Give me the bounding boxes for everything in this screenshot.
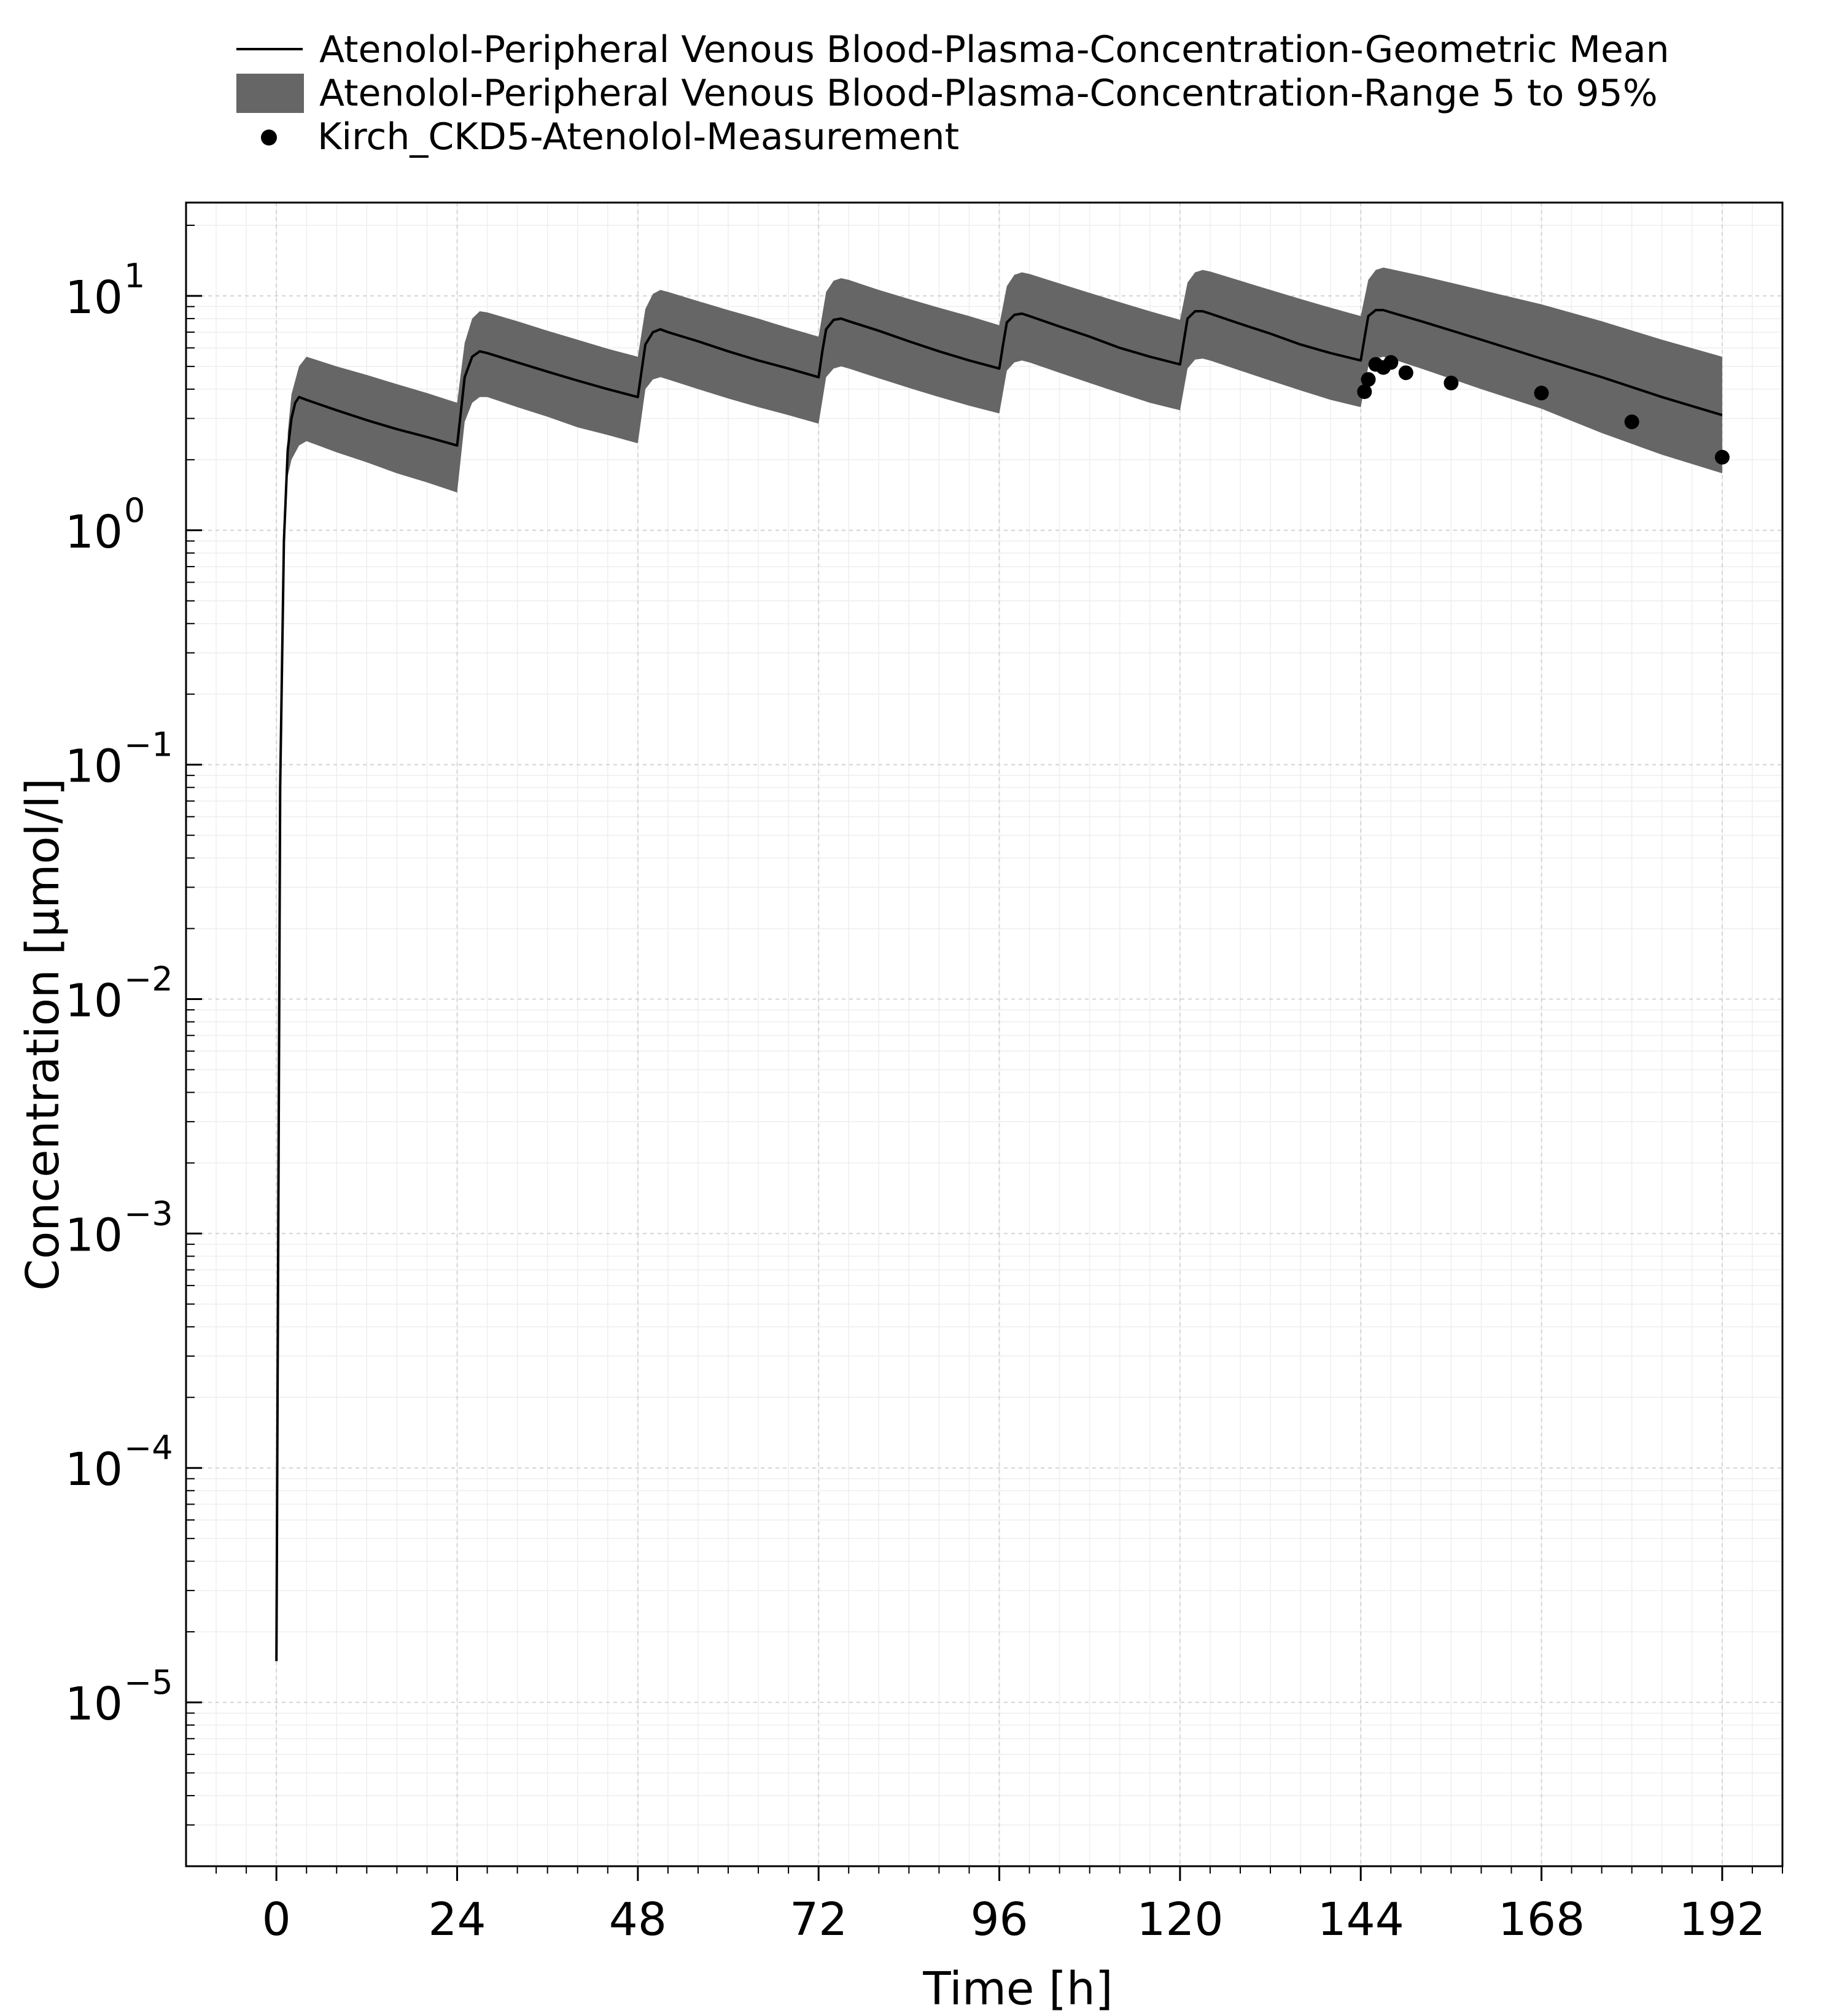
y-axis-label: Concentration [µmol/l] [17, 778, 69, 1290]
x-axis-label: Time [h] [922, 1963, 1113, 2015]
x-tick-label: 72 [790, 1893, 847, 1946]
x-tick-label: 168 [1498, 1893, 1585, 1946]
y-tick-exponent: −5 [124, 1663, 173, 1702]
measurement-point [1383, 355, 1399, 370]
y-tick-label: 10 [65, 740, 123, 793]
legend-label-range: Atenolol-Peripheral Venous Blood-Plasma-… [319, 72, 1658, 115]
legend-dot-swatch [261, 130, 277, 145]
y-tick-label: 10 [65, 1443, 123, 1496]
measurement-point [1534, 386, 1549, 401]
legend-label-mean: Atenolol-Peripheral Venous Blood-Plasma-… [319, 28, 1669, 71]
y-tick-exponent: 1 [124, 257, 145, 295]
measurement-point [1361, 372, 1376, 387]
y-tick-exponent: −4 [124, 1429, 173, 1467]
legend: Atenolol-Peripheral Venous Blood-Plasma-… [236, 28, 1669, 158]
x-tick-label: 192 [1679, 1893, 1765, 1946]
y-tick-exponent: −2 [124, 960, 173, 999]
major-grid [186, 203, 1782, 1866]
y-tick-label: 10 [65, 1209, 123, 1262]
y-tick-exponent: −3 [124, 1194, 173, 1233]
mean-line-path [275, 309, 1723, 1661]
plot-frame [185, 201, 1784, 1867]
x-tick-label: 120 [1137, 1893, 1223, 1946]
measurement-point [1357, 384, 1372, 400]
x-tick-label: 0 [262, 1893, 291, 1946]
legend-label-measurement: Kirch_CKD5-Atenolol-Measurement [317, 115, 959, 158]
y-tick-label: 10 [65, 271, 123, 324]
y-tick-exponent: 0 [124, 491, 145, 530]
x-tick-label: 48 [609, 1893, 667, 1946]
measurement-point [1624, 414, 1639, 430]
legend-band-swatch [236, 74, 304, 113]
range-band-area [287, 267, 1722, 493]
x-tick-label: 96 [970, 1893, 1028, 1946]
y-tick-label: 10 [65, 506, 123, 559]
y-tick-label: 10 [65, 975, 123, 1028]
x-tick-label: 144 [1318, 1893, 1404, 1946]
measurement-points [1357, 355, 1730, 465]
mean-line [275, 309, 1723, 1661]
measurement-point [1398, 365, 1413, 381]
y-tick-exponent: −1 [124, 726, 173, 764]
y-tick-label: 10 [65, 1678, 123, 1731]
x-axis: 0 24 48 72 96 120 144 168 192 [216, 1866, 1783, 1946]
range-band [287, 267, 1722, 493]
x-tick-label: 24 [428, 1893, 486, 1946]
measurement-point [1444, 375, 1459, 390]
measurement-point [1714, 449, 1730, 465]
